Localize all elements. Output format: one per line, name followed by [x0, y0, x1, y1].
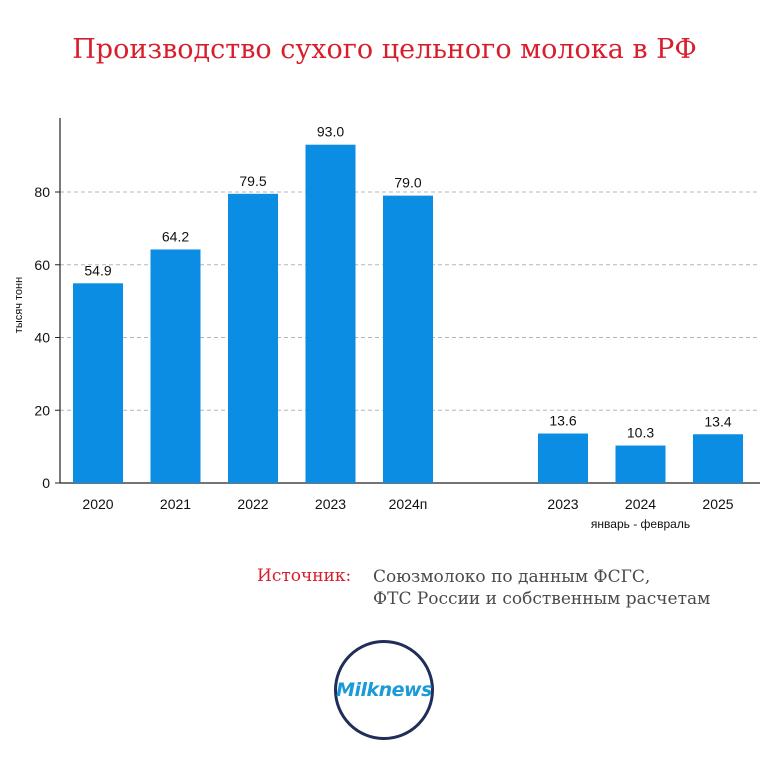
- bar-value-label: 13.6: [549, 413, 576, 429]
- bar: [538, 433, 588, 483]
- chart-title: Производство сухого цельного молока в РФ: [72, 34, 697, 65]
- x-tick-label: 2023: [547, 496, 578, 512]
- bar: [228, 193, 278, 483]
- bar-value-label: 93.0: [317, 124, 344, 140]
- bar: [73, 283, 123, 483]
- y-tick-label: 20: [34, 402, 50, 418]
- bar: [693, 434, 743, 483]
- milknews-logo: Milknews: [334, 640, 434, 740]
- bar-chart: 0 20 40 60 80 тысяч тонн 54.9 2020 64.2 2021 79.5 2…: [13, 118, 760, 531]
- x-tick-label: 2025: [702, 496, 733, 512]
- x-tick-label: 2023: [315, 496, 346, 512]
- y-tick-label: 0: [42, 475, 50, 491]
- bar-value-label: 79.0: [394, 175, 421, 191]
- x-tick-label: 2024: [625, 496, 656, 512]
- x-tick-label: 2024п: [389, 496, 428, 512]
- bar-value-label: 13.4: [704, 413, 731, 429]
- source-line-1: Союзмолоко по данным ФСГС,: [373, 567, 651, 587]
- x-tick-label: 2021: [160, 496, 191, 512]
- logo-text: Milknews: [336, 679, 432, 701]
- y-tick-label: 40: [34, 330, 50, 346]
- bar: [150, 249, 201, 483]
- bar-value-label: 54.9: [84, 262, 111, 278]
- source-line-2: ФТС России и собственным расчетам: [373, 589, 711, 609]
- bar: [305, 144, 356, 483]
- y-tick-label: 80: [34, 184, 50, 200]
- bar: [383, 195, 433, 483]
- bar-value-label: 64.2: [162, 228, 189, 244]
- source-text: Союзмолоко по данным ФСГС, ФТС России и …: [373, 566, 710, 610]
- x-group-label: январь - февраль: [591, 517, 690, 531]
- bar-value-label: 79.5: [239, 173, 266, 189]
- bar-value-label: 10.3: [627, 425, 654, 441]
- bar: [615, 445, 666, 483]
- source-label: Источник:: [257, 566, 352, 586]
- x-tick-label: 2020: [82, 496, 113, 512]
- x-tick-label: 2022: [237, 496, 268, 512]
- y-tick-label: 60: [34, 257, 50, 273]
- y-axis-label: тысяч тонн: [13, 277, 25, 333]
